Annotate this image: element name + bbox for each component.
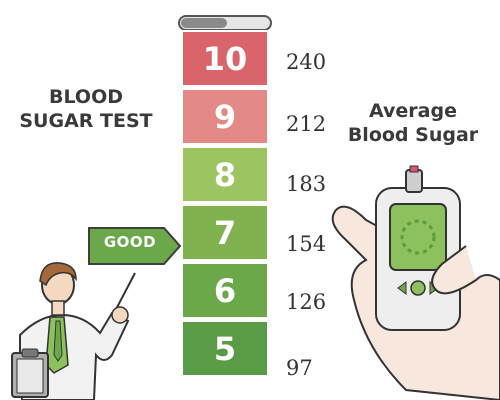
value-183: 183 [286,172,327,196]
level-score: 9 [213,97,237,136]
level-7: 7 [183,204,267,259]
value-126: 126 [286,290,327,314]
good-label: GOOD [103,233,157,251]
level-score: 8 [213,155,237,194]
good-flag [88,227,182,265]
avg-line-1: Average [369,100,457,122]
glucose-meter-icon [331,165,500,400]
average-blood-sugar-title: Average Blood Sugar [344,100,482,148]
level-score: 6 [213,271,237,310]
value-212: 212 [286,112,327,136]
value-97: 97 [286,356,313,380]
value-154: 154 [286,232,327,256]
avg-line-2: Blood Sugar [347,123,479,146]
level-score: 10 [202,39,248,78]
level-8: 8 [183,146,267,201]
blood-sugar-test-title: BLOOD SUGAR TEST [6,86,166,134]
level-score: 5 [213,329,237,368]
test-tube-icon [178,15,272,31]
level-9: 9 [183,88,267,143]
level-score: 7 [213,213,237,252]
level-5: 5 [183,320,267,375]
level-6: 6 [183,262,267,317]
level-scale: 10 9 8 7 6 5 [183,30,267,400]
doctor-illustration [11,262,136,400]
title-line-2: SUGAR TEST [19,109,153,132]
level-10: 10 [183,30,267,85]
title-line-1: BLOOD [49,86,123,108]
value-240: 240 [286,50,327,74]
